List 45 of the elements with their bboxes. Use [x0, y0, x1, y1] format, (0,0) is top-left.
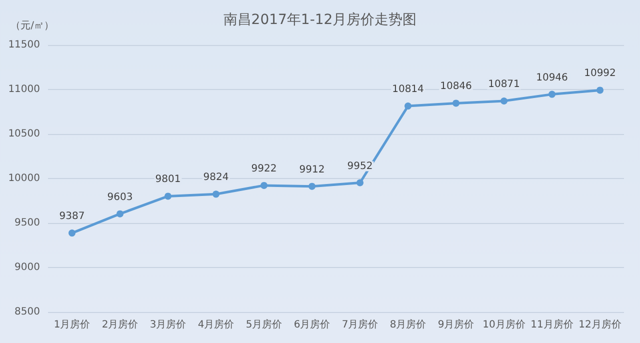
point — [548, 90, 556, 98]
data-label: 10992 — [584, 68, 616, 80]
x-tick-label: 9月房价 — [438, 318, 474, 330]
y-tick-label: 10000 — [8, 173, 40, 184]
x-tick-label: 10月房价 — [482, 318, 526, 330]
data-label: 9603 — [107, 192, 133, 203]
data-label: 9922 — [251, 163, 277, 174]
point — [596, 86, 604, 94]
point — [116, 210, 124, 218]
y-tick-label: 9000 — [14, 262, 40, 273]
point — [68, 230, 76, 237]
data-label: 9387 — [59, 211, 85, 222]
data-label: 10846 — [440, 81, 472, 92]
x-tick-label: 11月房价 — [530, 318, 574, 330]
chart-title: 南昌2017年1-12月房价走势图 — [223, 12, 417, 28]
point — [500, 97, 508, 104]
y-axis-title: （元/㎡） — [10, 20, 54, 32]
point — [164, 192, 172, 200]
x-tick-label: 8月房价 — [390, 318, 426, 330]
data-label: 9801 — [155, 174, 181, 186]
x-tick-label: 2月房价 — [102, 318, 138, 330]
data-label: 10814 — [392, 84, 424, 96]
data-label: 10946 — [536, 72, 568, 84]
point — [356, 179, 364, 186]
point — [260, 182, 268, 189]
x-tick-label: 4月房价 — [198, 318, 234, 330]
x-tick-label: 5月房价 — [246, 318, 282, 330]
y-tick-label: 10500 — [8, 128, 40, 140]
x-tick-label: 7月房价 — [342, 318, 378, 330]
data-label: 9912 — [299, 164, 325, 176]
y-tick-label: 8500 — [14, 306, 40, 318]
data-label: 9952 — [347, 160, 373, 172]
y-tick-label: 11000 — [8, 84, 40, 95]
point — [452, 100, 460, 107]
x-tick-label: 12月房价 — [578, 318, 622, 330]
data-label: 9824 — [203, 172, 229, 184]
x-tick-label: 3月房价 — [150, 318, 186, 330]
point — [308, 182, 316, 190]
x-tick-label: 6月房价 — [294, 318, 330, 330]
data-label: 10871 — [488, 78, 520, 90]
point — [404, 102, 412, 110]
point — [212, 190, 220, 198]
y-tick-label: 9500 — [14, 218, 40, 228]
x-tick-label: 1月房价 — [54, 318, 90, 330]
y-tick-label: 11500 — [8, 40, 40, 50]
